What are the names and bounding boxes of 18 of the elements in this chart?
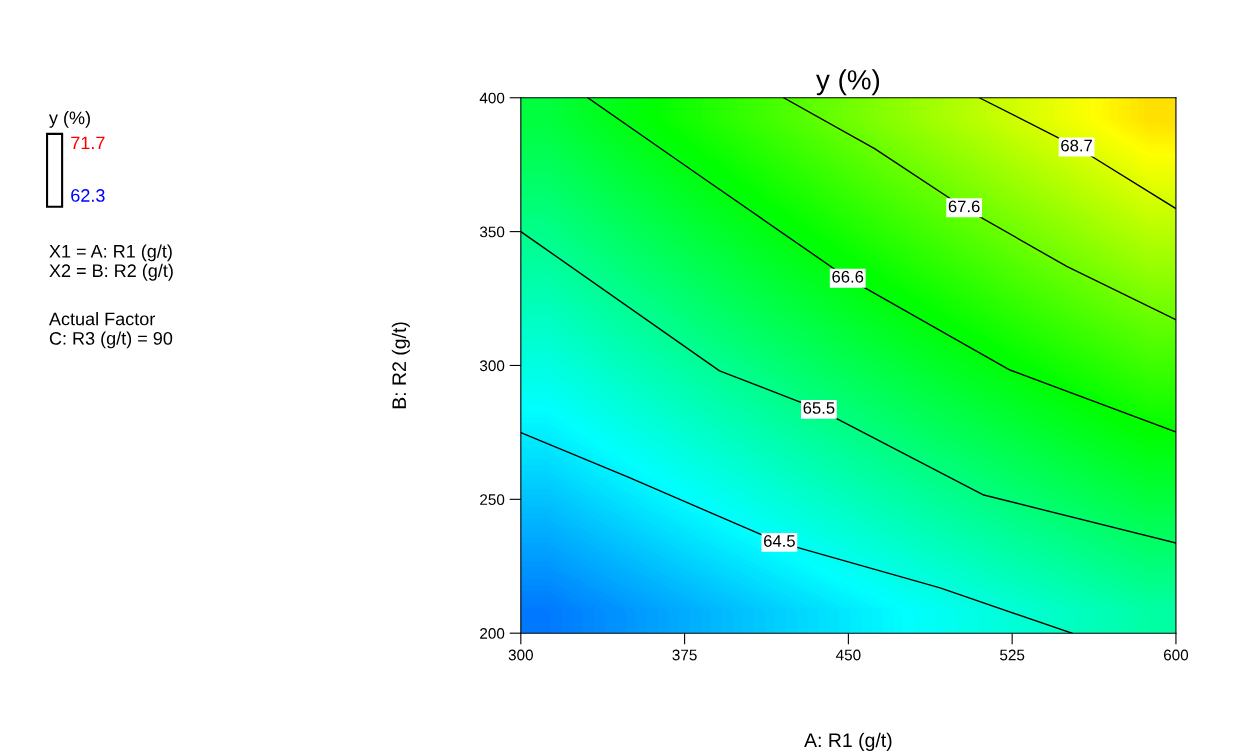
x-tick-label: 375 (672, 649, 697, 661)
text: 71.7 (71, 136, 105, 150)
y-tick-label: 250 (480, 494, 505, 506)
text: 62.3 (71, 189, 105, 202)
x-tick-label: 600 (1163, 649, 1189, 661)
y-tick-label: 300 (479, 360, 505, 372)
y-tick-label: 400 (479, 92, 505, 104)
y-tick-label: 350 (479, 226, 505, 238)
x-tick-label: 450 (835, 649, 861, 661)
text: Actual Factor C: R3 (g/t) = 90 (48, 312, 173, 349)
x-tick-label: 525 (1000, 649, 1025, 661)
text: y (%) (48, 111, 90, 128)
y-tick-label: 200 (480, 628, 505, 639)
x-axis-title: A: R1 (g/t) (804, 732, 892, 751)
y-axis-title: B: R2 (g/t) (391, 322, 410, 409)
x-tick-label: 300 (508, 649, 533, 661)
text: X1 = A: R1 (g/t) X2 = B: R2 (g/t) (49, 244, 173, 281)
chart-title: y (%) (816, 69, 880, 96)
